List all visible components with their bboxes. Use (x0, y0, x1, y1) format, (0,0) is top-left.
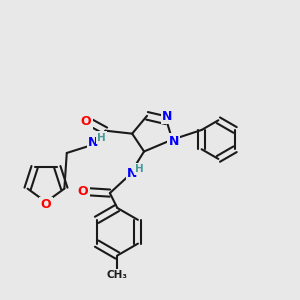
Text: O: O (41, 199, 51, 212)
Text: N: N (169, 135, 179, 148)
Text: N: N (88, 136, 99, 149)
Text: O: O (78, 185, 88, 198)
Text: N: N (162, 110, 172, 123)
Text: H: H (97, 133, 106, 142)
Text: N: N (127, 167, 137, 180)
Text: O: O (81, 115, 92, 128)
Text: CH₃: CH₃ (107, 270, 128, 280)
Text: H: H (135, 164, 144, 174)
